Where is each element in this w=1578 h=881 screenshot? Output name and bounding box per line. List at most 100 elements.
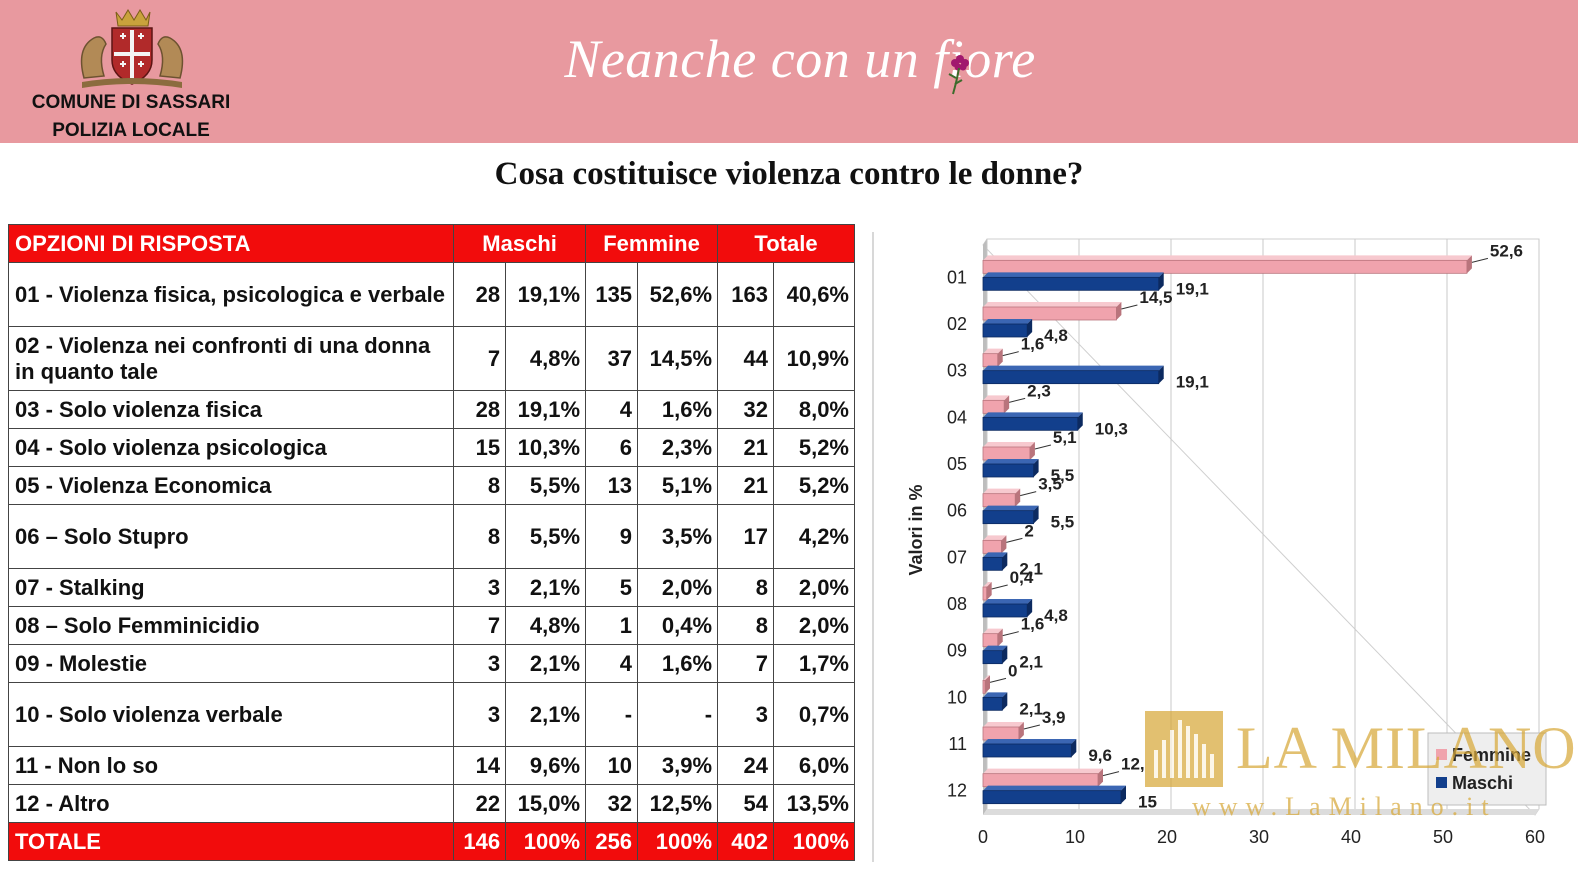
- femmine-percent: 5,1%: [637, 466, 719, 505]
- data-label-leader: [1471, 257, 1489, 263]
- table-row: 10 - Solo violenza verbale 3 2,1% - -3 0,7%: [7, 682, 856, 747]
- bar-maschi-top: [983, 552, 1008, 558]
- total-femmine-percent: 100%: [637, 822, 719, 861]
- bar-femmine-value-label: 12,: [1121, 755, 1145, 774]
- bar-femmine-top: [983, 628, 1003, 634]
- bar-femmine-value-label: 1,6: [1021, 335, 1045, 354]
- totale-percent: 0,7%: [772, 682, 856, 747]
- totale-count: 17: [717, 504, 774, 569]
- bar-maschi-value-label: 19,1: [1176, 279, 1209, 298]
- bar-maschi-value-label: 2,1: [1019, 699, 1043, 718]
- data-label-leader: [1121, 304, 1138, 310]
- bar-femmine-side: [1116, 302, 1122, 320]
- bar-femmine-side: [1018, 722, 1024, 740]
- totale-percent: 40,6%: [772, 262, 856, 327]
- bar-maschi-side: [1002, 645, 1008, 664]
- total-totale-count: 402: [717, 822, 774, 861]
- maschi-percent: 4,8%: [505, 326, 587, 391]
- maschi-count: 7: [453, 606, 507, 645]
- row-label: 12 - Altro: [7, 784, 455, 823]
- bar-maschi: [982, 510, 1034, 525]
- x-tick-label: 20: [1157, 827, 1177, 847]
- bar-maschi-value-label: 4,8: [1044, 606, 1068, 625]
- row-label: 01 - Violenza fisica, psicologica e verb…: [7, 262, 455, 327]
- category-label: 08: [947, 594, 967, 614]
- bar-femmine: [982, 773, 1099, 788]
- x-tick-label: 60: [1525, 827, 1545, 847]
- femmine-count: 13: [585, 466, 639, 505]
- header-band: COMUNE DI SASSARI POLIZIA LOCALE Neanche…: [0, 0, 1578, 143]
- bar-femmine-side: [1029, 442, 1035, 460]
- column-header-maschi: Maschi: [453, 224, 587, 263]
- bar-maschi-value-label: 10,3: [1095, 419, 1128, 438]
- row-label: 08 – Solo Femminicidio: [7, 606, 455, 645]
- column-header-options: OPZIONI DI RISPOSTA: [7, 224, 455, 263]
- bar-maschi-side: [1033, 459, 1039, 477]
- femmine-percent: 3,5%: [637, 504, 719, 569]
- femmine-percent: 2,3%: [637, 428, 719, 467]
- totale-percent: 8,0%: [772, 390, 856, 429]
- bar-femmine: [982, 633, 999, 648]
- row-label: 04 - Solo violenza psicologica: [7, 428, 455, 467]
- totale-count: 163: [717, 262, 774, 327]
- bar-maschi-value-label: 5,5: [1051, 466, 1075, 485]
- bar-femmine-value-label: 3,9: [1042, 708, 1066, 727]
- watermark-logo-icon: [1145, 711, 1223, 787]
- data-label-leader: [1002, 351, 1019, 357]
- bar-femmine-top: [983, 442, 1035, 447]
- maschi-count: 28: [453, 390, 507, 429]
- totale-percent: 1,7%: [772, 644, 856, 683]
- organization-name: COMUNE DI SASSARI: [31, 92, 231, 113]
- table-row: 11 - Non lo so 14 9,6% 10 3,9% 24 6,0%: [7, 746, 856, 785]
- axis-floor: [983, 809, 1539, 815]
- bar-femmine: [982, 306, 1117, 321]
- bar-femmine-side: [1015, 488, 1021, 507]
- femmine-count: 4: [585, 644, 639, 683]
- legend-swatch-femmine: [1436, 749, 1447, 760]
- legend-swatch-maschi: [1436, 777, 1447, 788]
- femmine-percent: 0,4%: [637, 606, 719, 645]
- totale-percent: 5,2%: [772, 466, 856, 505]
- total-femmine-count: 256: [585, 822, 639, 861]
- totale-percent: 4,2%: [772, 504, 856, 569]
- femmine-count: 37: [585, 326, 639, 391]
- femmine-percent: 12,5%: [637, 784, 719, 823]
- table-row: 05 - Violenza Economica 8 5,5% 13 5,1% 21 5,2%: [7, 466, 856, 505]
- totale-count: 7: [717, 644, 774, 683]
- watermark-url: www.LaMilano.it: [1192, 792, 1497, 821]
- bar-maschi: [982, 463, 1034, 478]
- bar-maschi: [982, 416, 1079, 431]
- table-row: 09 - Molestie 3 2,1% 4 1,6% 7 1,7%: [7, 644, 856, 683]
- maschi-percent: 2,1%: [505, 644, 587, 683]
- data-label-leader: [1020, 491, 1037, 497]
- femmine-percent: 2,0%: [637, 568, 719, 607]
- totale-percent: 5,2%: [772, 428, 856, 467]
- bar-maschi: [982, 603, 1028, 618]
- maschi-percent: 9,6%: [505, 746, 587, 785]
- section-divider: [872, 232, 874, 862]
- maschi-count: 8: [453, 466, 507, 505]
- row-label: 09 - Molestie: [7, 644, 455, 683]
- bar-femmine-value-label: 0: [1008, 661, 1017, 680]
- femmine-count: 10: [585, 746, 639, 785]
- bar-maschi-top: [983, 272, 1164, 278]
- maschi-percent: 5,5%: [505, 504, 587, 569]
- maschi-count: 8: [453, 504, 507, 569]
- watermark: LA MILANO www.LaMilano.it: [1144, 708, 1576, 828]
- totale-count: 44: [717, 326, 774, 391]
- bar-femmine-side: [1004, 395, 1010, 414]
- survey-table: OPZIONI DI RISPOSTA Maschi Femmine Total…: [7, 224, 856, 861]
- femmine-percent: 1,6%: [637, 644, 719, 683]
- table-total-row: TOTALE 146 100% 256 100% 402 100%: [7, 822, 856, 861]
- row-label: 02 - Violenza nei confronti di una donna…: [7, 326, 455, 391]
- bar-maschi-side: [1121, 785, 1126, 804]
- bar-femmine-top: [983, 675, 990, 681]
- data-label-leader: [1023, 724, 1041, 730]
- table-row: 06 – Solo Stupro 8 5,5% 9 3,5% 17 4,2%: [7, 504, 856, 569]
- row-label: 10 - Solo violenza verbale: [7, 682, 455, 747]
- category-label: 12: [947, 781, 967, 801]
- city-crest-logo: [80, 9, 184, 88]
- data-label-leader: [1006, 537, 1023, 543]
- femmine-percent: -: [637, 682, 719, 747]
- bar-maschi: [982, 556, 1003, 571]
